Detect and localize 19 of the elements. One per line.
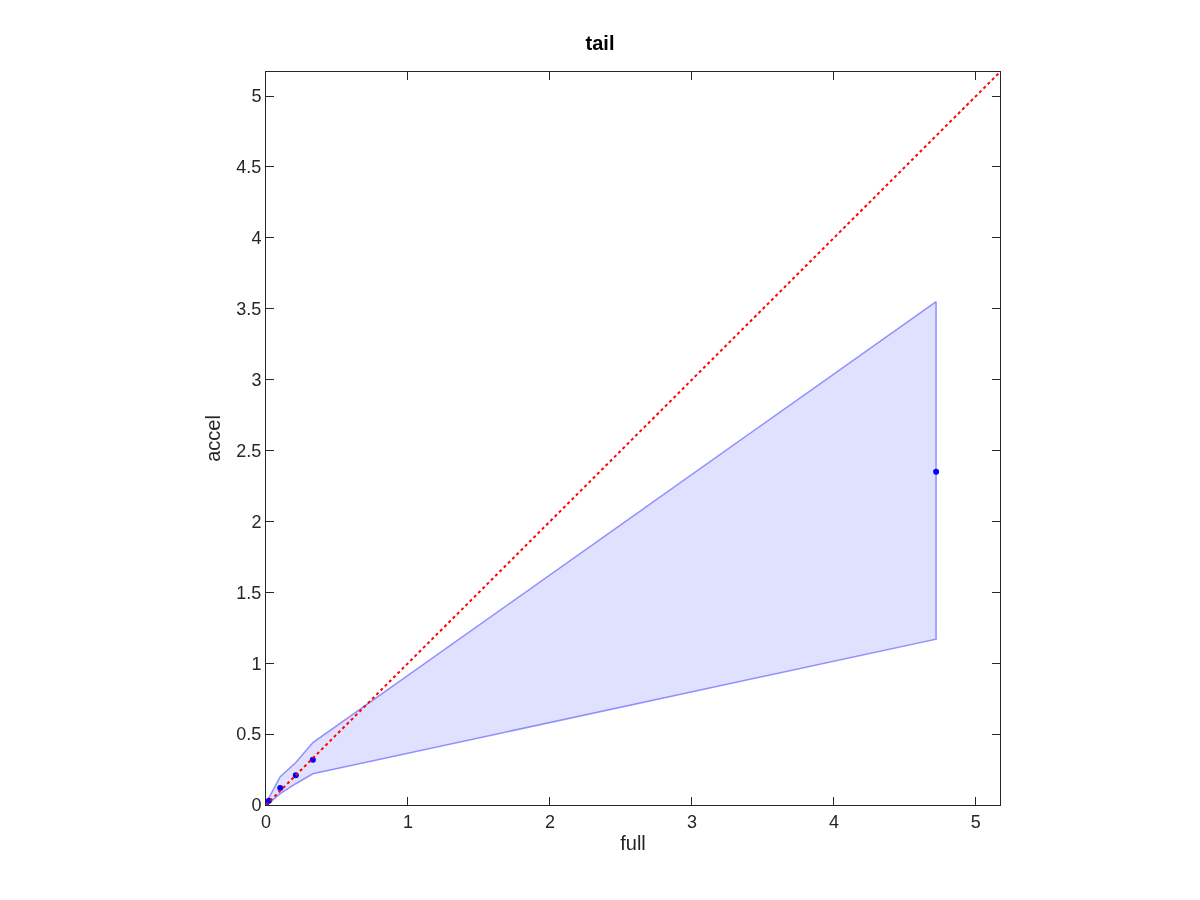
y-tick-label: 1 bbox=[251, 653, 262, 674]
y-tick-label: 3.5 bbox=[236, 299, 262, 320]
y-tick-label: 4.5 bbox=[236, 157, 262, 178]
y-tick-label: 5 bbox=[251, 86, 262, 107]
y-tick-label: 2.5 bbox=[236, 440, 262, 461]
y-tick-label: 2 bbox=[251, 511, 262, 532]
x-tick-label: 2 bbox=[544, 811, 555, 832]
y-axis-title: accel bbox=[201, 415, 224, 462]
x-tick-label: 1 bbox=[402, 811, 413, 832]
y-tick-label: 1.5 bbox=[236, 582, 262, 603]
y-tick-label: 4 bbox=[251, 228, 262, 249]
y-tick-label: 3 bbox=[251, 369, 262, 390]
x-tick-label: 5 bbox=[970, 811, 981, 832]
x-tick-label: 4 bbox=[828, 811, 839, 832]
x-tick-label: 3 bbox=[686, 811, 697, 832]
y-tick-label: 0.5 bbox=[236, 724, 262, 745]
chart-title: tail bbox=[585, 31, 615, 54]
x-axis-title: full bbox=[620, 832, 646, 855]
y-tick-label: 0 bbox=[251, 795, 262, 816]
